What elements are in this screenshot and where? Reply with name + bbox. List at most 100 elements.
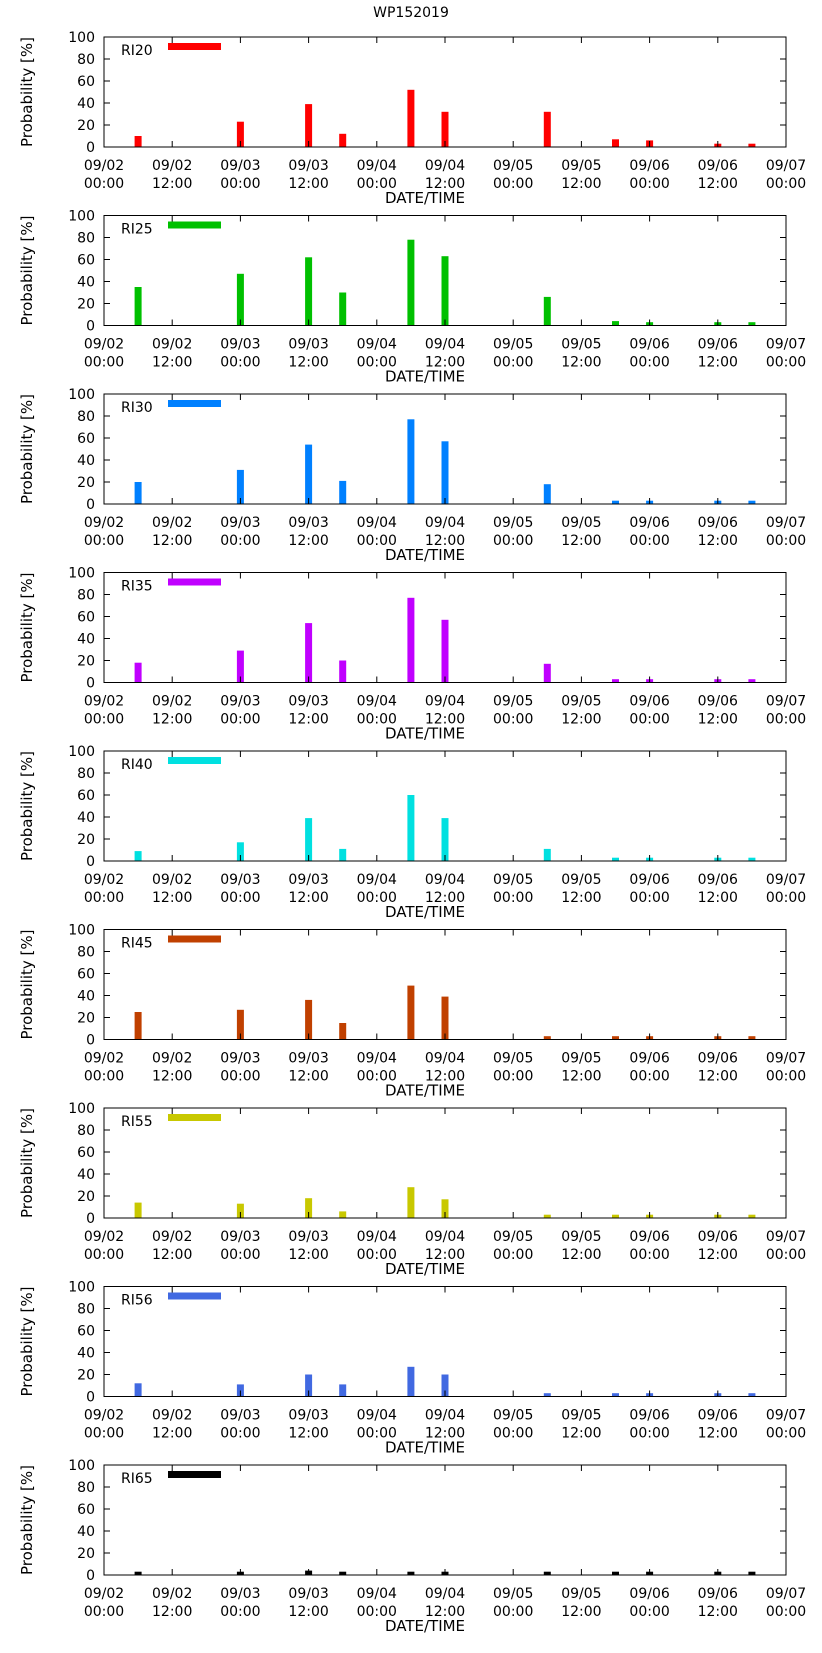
y-tick-label: 0 <box>86 497 95 513</box>
x-tick-date: 09/02 <box>152 515 192 531</box>
x-tick-date: 09/04 <box>425 158 465 174</box>
legend-swatch <box>168 1292 221 1300</box>
bar <box>134 287 142 326</box>
y-tick-label: 0 <box>86 1211 95 1227</box>
panel-ri40: 0 20 40 60 80 100 09/02 00:00 09/02 12:00 09/03 00:… <box>18 744 806 921</box>
x-tick-time: 00:00 <box>357 1604 397 1620</box>
x-tick-time: 00:00 <box>766 712 806 728</box>
y-tick-label: 40 <box>77 810 95 826</box>
x-tick-time: 12:00 <box>288 1069 328 1085</box>
bar <box>748 322 756 326</box>
x-tick-time: 00:00 <box>357 712 397 728</box>
x-tick-time: 12:00 <box>698 176 738 192</box>
panel-ri20: 0 20 40 60 80 100 09/02 00:00 09/02 12:00 09/03 00:… <box>18 30 806 207</box>
y-tick-label: 80 <box>77 231 95 247</box>
x-tick-date: 09/02 <box>152 1408 192 1424</box>
bar <box>441 441 449 504</box>
x-tick-date: 09/06 <box>629 694 669 710</box>
bar <box>407 985 415 1040</box>
x-axis-label: DATE/TIME <box>385 1260 465 1278</box>
x-tick-date: 09/04 <box>357 694 397 710</box>
x-tick-time: 12:00 <box>288 1604 328 1620</box>
x-tick-time: 00:00 <box>84 1247 124 1263</box>
bar <box>441 1199 449 1218</box>
x-tick-date: 09/06 <box>629 1586 669 1602</box>
x-tick-date: 09/07 <box>766 1229 806 1245</box>
x-tick-time: 00:00 <box>220 1426 260 1442</box>
y-tick-label: 60 <box>77 1324 95 1340</box>
x-tick-time: 12:00 <box>152 1426 192 1442</box>
x-tick-time: 12:00 <box>425 355 465 371</box>
x-tick-date: 09/03 <box>220 158 260 174</box>
y-tick-label: 20 <box>77 832 95 848</box>
y-tick-label: 20 <box>77 1011 95 1027</box>
x-tick-time: 00:00 <box>629 355 669 371</box>
x-tick-time: 12:00 <box>561 1604 601 1620</box>
x-tick-date: 09/05 <box>493 872 533 888</box>
x-tick-time: 12:00 <box>288 355 328 371</box>
x-tick-date: 09/06 <box>629 872 669 888</box>
x-tick-time: 12:00 <box>698 1426 738 1442</box>
x-tick-time: 00:00 <box>357 176 397 192</box>
y-tick-label: 100 <box>68 30 95 46</box>
x-tick-time: 00:00 <box>493 355 533 371</box>
x-tick-date: 09/02 <box>84 1586 124 1602</box>
x-tick-time: 12:00 <box>561 1069 601 1085</box>
y-tick-label: 0 <box>86 1390 95 1406</box>
x-tick-time: 12:00 <box>152 355 192 371</box>
y-tick-label: 100 <box>68 1101 95 1117</box>
bar <box>543 296 551 326</box>
legend-label: RI20 <box>121 43 153 59</box>
panel-ri45: 0 20 40 60 80 100 09/02 00:00 09/02 12:00 09/03 00:… <box>18 923 806 1100</box>
x-tick-date: 09/06 <box>698 515 738 531</box>
x-tick-date: 09/05 <box>561 1051 601 1067</box>
x-tick-time: 12:00 <box>425 533 465 549</box>
x-tick-time: 12:00 <box>288 1247 328 1263</box>
bar <box>305 999 313 1040</box>
legend-swatch <box>168 935 221 943</box>
bar <box>748 679 756 683</box>
bar <box>441 111 449 147</box>
x-tick-time: 12:00 <box>698 890 738 906</box>
y-tick-label: 0 <box>86 1033 95 1049</box>
x-tick-date: 09/07 <box>766 1586 806 1602</box>
x-axis-label: DATE/TIME <box>385 1082 465 1100</box>
x-tick-date: 09/07 <box>766 694 806 710</box>
x-tick-date: 09/02 <box>84 872 124 888</box>
x-tick-time: 12:00 <box>561 712 601 728</box>
x-tick-time: 00:00 <box>493 712 533 728</box>
x-tick-date: 09/03 <box>288 1408 328 1424</box>
legend-swatch <box>168 400 221 407</box>
bar <box>543 1571 551 1575</box>
x-tick-date: 09/04 <box>357 1586 397 1602</box>
x-tick-date: 09/03 <box>220 694 260 710</box>
y-tick-label: 80 <box>77 1302 95 1318</box>
bar <box>543 1393 551 1397</box>
bar <box>748 1571 756 1575</box>
bar <box>612 857 619 861</box>
x-tick-time: 12:00 <box>288 1426 328 1442</box>
y-tick-label: 40 <box>77 1346 95 1362</box>
x-tick-date: 09/05 <box>561 694 601 710</box>
x-tick-date: 09/04 <box>425 1051 465 1067</box>
x-tick-date: 09/07 <box>766 337 806 353</box>
bar <box>339 133 347 147</box>
x-tick-date: 09/02 <box>152 158 192 174</box>
bar <box>612 1036 619 1040</box>
y-tick-label: 20 <box>77 297 95 313</box>
bar <box>543 111 551 147</box>
x-tick-date: 09/07 <box>766 515 806 531</box>
x-tick-date: 09/05 <box>561 1408 601 1424</box>
bar <box>134 136 142 147</box>
bar <box>305 623 313 683</box>
x-tick-date: 09/05 <box>493 1229 533 1245</box>
bar <box>305 818 313 861</box>
x-tick-time: 00:00 <box>84 1604 124 1620</box>
x-tick-date: 09/07 <box>766 872 806 888</box>
y-axis-label: Probability [%] <box>18 751 36 861</box>
x-tick-date: 09/02 <box>84 1229 124 1245</box>
y-axis-label: Probability [%] <box>18 929 36 1039</box>
x-tick-time: 12:00 <box>425 712 465 728</box>
x-tick-time: 00:00 <box>220 1247 260 1263</box>
